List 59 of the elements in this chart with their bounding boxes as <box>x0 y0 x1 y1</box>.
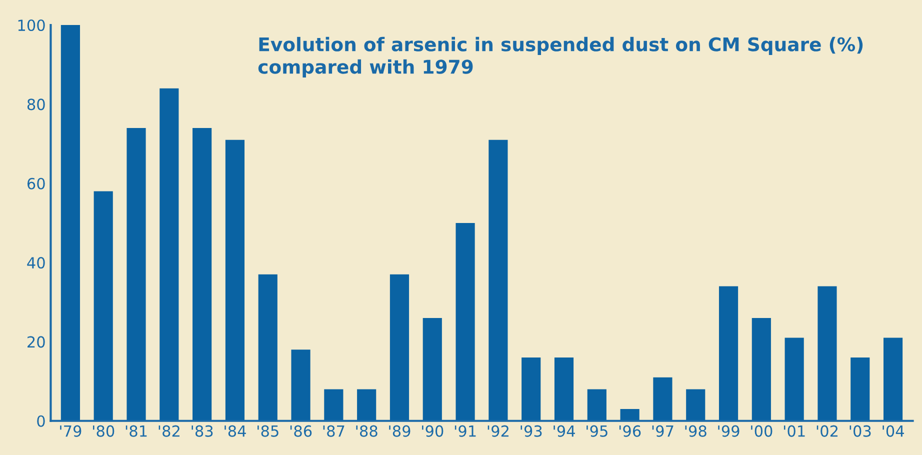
x-tick-label: '00 <box>751 425 772 437</box>
bar <box>160 88 179 421</box>
x-tick-label: '97 <box>652 425 674 437</box>
bar <box>324 389 344 421</box>
x-tick-label: '92 <box>488 425 508 437</box>
y-tick-label: 0 <box>37 415 45 427</box>
x-tick-label: '91 <box>454 425 476 437</box>
y-tick-label: 80 <box>27 98 45 110</box>
bar <box>718 286 738 421</box>
x-tick-label: '86 <box>290 425 312 437</box>
bar <box>850 358 870 421</box>
x-tick-label: '79 <box>60 425 82 437</box>
x-tick-label: '82 <box>158 425 180 437</box>
x-tick-label: '04 <box>882 425 904 437</box>
bar <box>818 286 837 421</box>
bar <box>587 389 606 421</box>
bar <box>488 140 508 421</box>
x-tick-label: '03 <box>850 425 871 437</box>
y-tick-label: 60 <box>27 178 45 190</box>
bar <box>192 128 212 421</box>
x-tick-label: '98 <box>685 425 706 437</box>
x-tick-label: '89 <box>389 425 410 437</box>
bar <box>390 274 410 421</box>
y-tick-label: 100 <box>18 19 45 32</box>
bar <box>686 389 706 421</box>
x-tick-label: '90 <box>422 425 444 437</box>
bar <box>456 222 475 421</box>
text: Evolution of arsenic in suspended dust on CM Square (%) compared with 1979 <box>258 36 863 78</box>
x-tick-label: '87 <box>323 425 344 437</box>
bar <box>258 274 278 421</box>
x-tick-label: '88 <box>356 425 378 437</box>
x-tick-label: '94 <box>554 425 575 437</box>
y-tick-label: 20 <box>28 336 45 348</box>
bar <box>620 409 640 421</box>
bar <box>784 338 804 421</box>
x-tick-label: '02 <box>816 425 838 437</box>
bar <box>60 25 80 421</box>
bar <box>422 318 442 421</box>
x-tick-label: '01 <box>784 425 805 437</box>
bar <box>357 389 376 421</box>
x-tick-label: '96 <box>619 425 641 437</box>
x-tick-label: '84 <box>224 425 246 437</box>
x-tick-label: '95 <box>586 425 608 437</box>
bar <box>126 128 146 421</box>
bar <box>883 338 903 421</box>
bar <box>653 377 672 421</box>
bar <box>752 318 771 421</box>
bar <box>291 350 310 421</box>
x-tick-label: '80 <box>93 425 114 437</box>
y-tick-label: 40 <box>27 257 45 269</box>
x-tick-label: '85 <box>258 425 278 437</box>
bar <box>94 191 113 421</box>
bar <box>522 358 541 421</box>
bar <box>554 358 574 421</box>
x-tick-label: '99 <box>718 425 740 437</box>
x-tick-label: '81 <box>126 425 147 437</box>
x-tick-label: '93 <box>520 425 542 437</box>
bar <box>225 140 245 421</box>
x-tick-label: '83 <box>192 425 213 437</box>
